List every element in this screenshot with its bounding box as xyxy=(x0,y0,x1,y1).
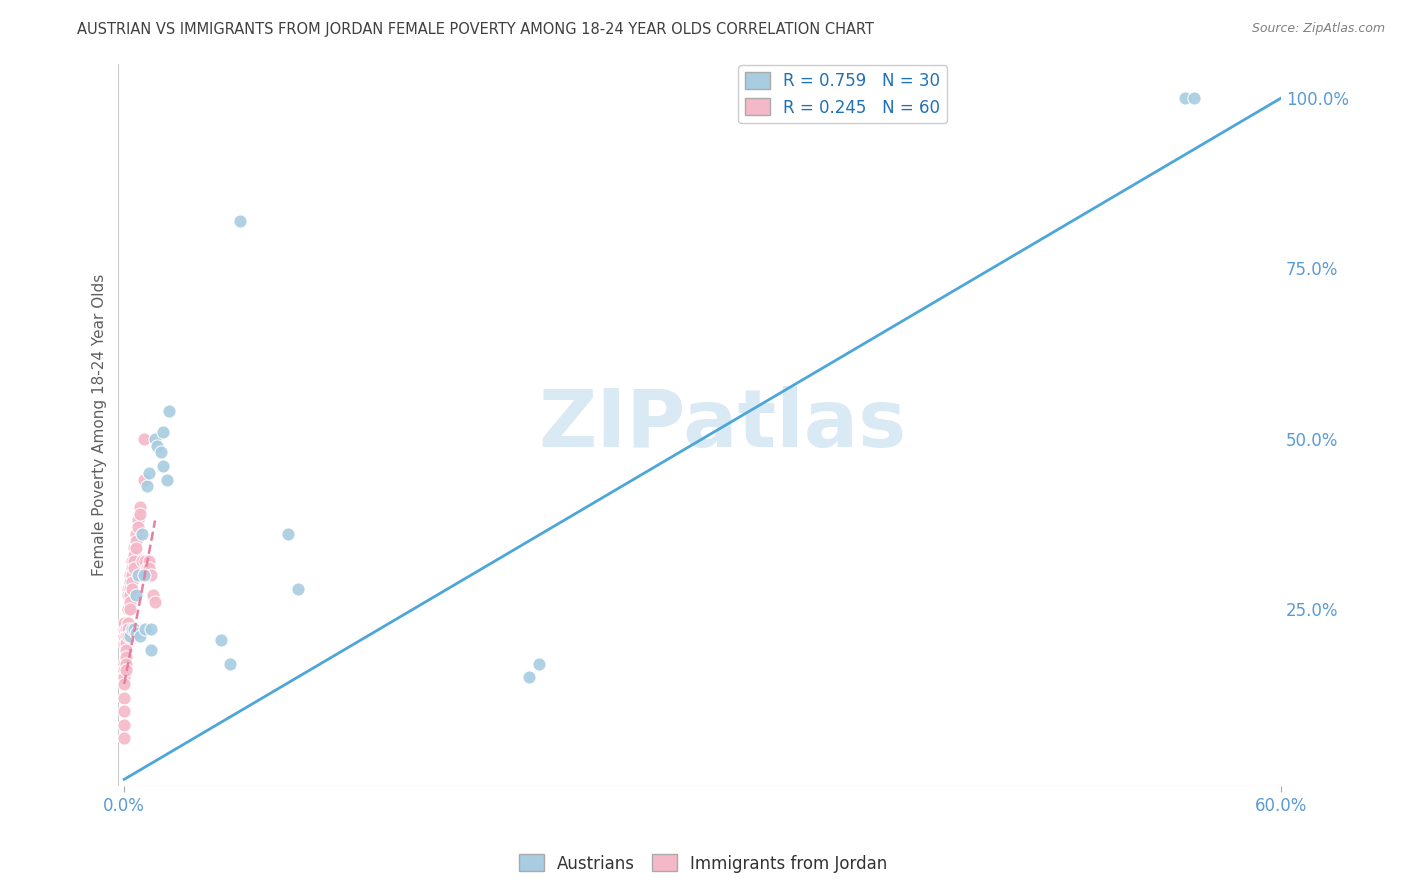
Point xyxy=(118,574,141,589)
Point xyxy=(134,554,156,568)
Point xyxy=(115,623,138,637)
Point xyxy=(527,657,550,671)
Point xyxy=(1174,91,1197,105)
Point xyxy=(115,657,138,671)
Point xyxy=(143,595,166,609)
Point xyxy=(112,731,135,746)
Point xyxy=(125,588,148,602)
Point xyxy=(152,425,174,439)
Point xyxy=(138,561,160,575)
Point xyxy=(115,643,138,657)
Point xyxy=(118,595,141,609)
Point xyxy=(118,582,141,596)
Point xyxy=(112,657,135,671)
Point xyxy=(157,404,180,418)
Point xyxy=(122,541,145,555)
Point xyxy=(1182,91,1205,105)
Point xyxy=(115,649,138,664)
Point xyxy=(122,548,145,562)
Point xyxy=(125,533,148,548)
Point xyxy=(118,568,141,582)
Text: ZIPatlas: ZIPatlas xyxy=(538,386,907,464)
Point xyxy=(112,623,135,637)
Point xyxy=(229,213,252,227)
Point xyxy=(121,574,143,589)
Point xyxy=(121,582,143,596)
Point xyxy=(117,629,139,643)
Point xyxy=(112,629,135,643)
Point xyxy=(127,513,149,527)
Point xyxy=(141,643,163,657)
Point xyxy=(132,432,155,446)
Point xyxy=(127,568,149,582)
Point xyxy=(143,432,166,446)
Point xyxy=(131,554,153,568)
Point xyxy=(112,677,135,691)
Point xyxy=(118,602,141,616)
Point xyxy=(112,636,135,650)
Point xyxy=(146,438,169,452)
Point xyxy=(121,623,143,637)
Point xyxy=(115,663,138,677)
Point xyxy=(118,629,141,643)
Point xyxy=(121,554,143,568)
Legend: Austrians, Immigrants from Jordan: Austrians, Immigrants from Jordan xyxy=(512,847,894,880)
Point xyxy=(125,625,148,640)
Point xyxy=(122,623,145,637)
Point xyxy=(117,623,139,637)
Point xyxy=(117,582,139,596)
Point xyxy=(138,554,160,568)
Point xyxy=(287,582,309,596)
Point xyxy=(121,568,143,582)
Point xyxy=(209,632,232,647)
Point xyxy=(277,527,299,541)
Point xyxy=(117,615,139,630)
Point xyxy=(112,615,135,630)
Point xyxy=(156,473,179,487)
Point xyxy=(136,479,159,493)
Point xyxy=(122,561,145,575)
Point xyxy=(112,670,135,684)
Point xyxy=(141,568,163,582)
Point xyxy=(125,527,148,541)
Point xyxy=(118,588,141,602)
Point xyxy=(131,527,153,541)
Point xyxy=(152,458,174,473)
Point xyxy=(138,466,160,480)
Point xyxy=(112,704,135,718)
Point xyxy=(149,445,172,459)
Point xyxy=(115,636,138,650)
Point xyxy=(117,588,139,602)
Point xyxy=(141,623,163,637)
Point xyxy=(112,718,135,732)
Text: Source: ZipAtlas.com: Source: ZipAtlas.com xyxy=(1251,22,1385,36)
Point xyxy=(125,541,148,555)
Point xyxy=(132,473,155,487)
Y-axis label: Female Poverty Among 18-24 Year Olds: Female Poverty Among 18-24 Year Olds xyxy=(93,274,107,576)
Point xyxy=(132,568,155,582)
Point xyxy=(128,500,150,514)
Point xyxy=(219,657,242,671)
Text: AUSTRIAN VS IMMIGRANTS FROM JORDAN FEMALE POVERTY AMONG 18-24 YEAR OLDS CORRELAT: AUSTRIAN VS IMMIGRANTS FROM JORDAN FEMAL… xyxy=(77,22,875,37)
Point xyxy=(112,663,135,677)
Point xyxy=(117,602,139,616)
Point xyxy=(136,561,159,575)
Point xyxy=(517,670,540,684)
Point xyxy=(112,690,135,705)
Point xyxy=(122,554,145,568)
Point xyxy=(142,588,165,602)
Point xyxy=(112,623,135,637)
Point xyxy=(127,520,149,534)
Point xyxy=(121,561,143,575)
Point xyxy=(134,623,156,637)
Point xyxy=(128,507,150,521)
Point xyxy=(115,629,138,643)
Point xyxy=(115,623,138,637)
Point xyxy=(112,623,135,637)
Legend: R = 0.759   N = 30, R = 0.245   N = 60: R = 0.759 N = 30, R = 0.245 N = 60 xyxy=(738,65,948,123)
Point xyxy=(128,629,150,643)
